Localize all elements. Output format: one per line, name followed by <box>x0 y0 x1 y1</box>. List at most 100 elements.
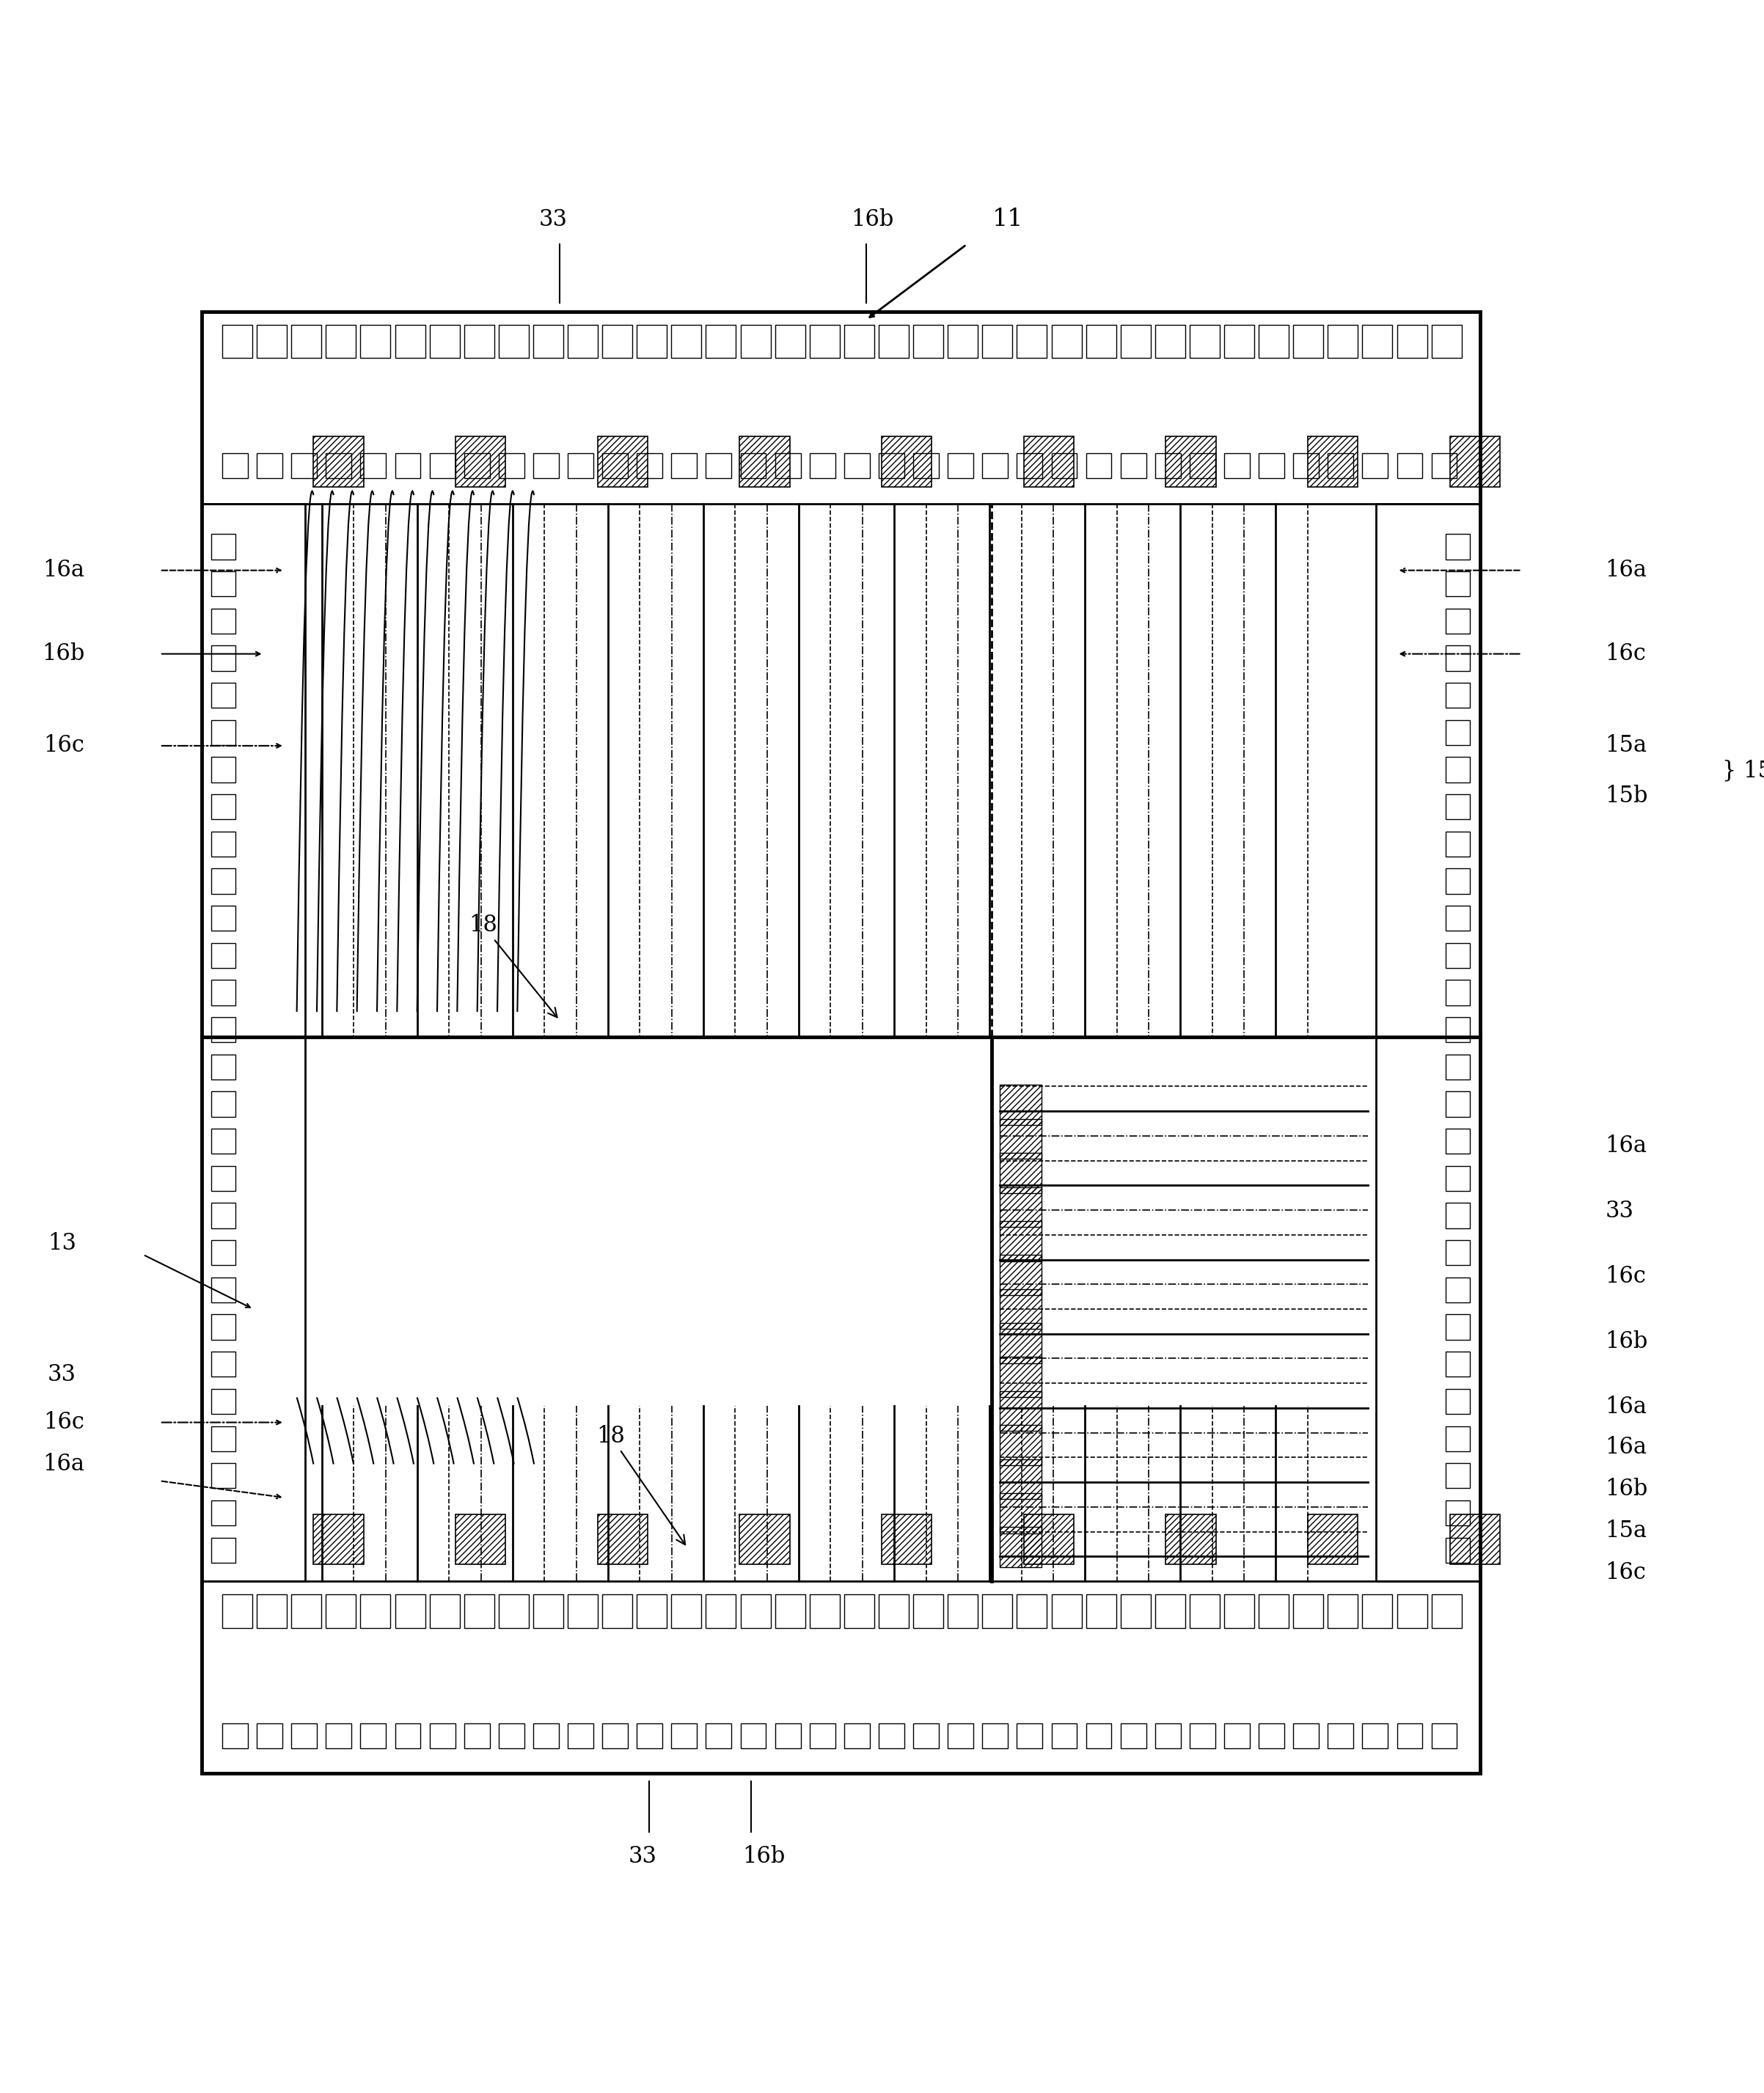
Bar <box>878 1723 905 1748</box>
Bar <box>914 324 944 358</box>
Bar <box>1016 1595 1048 1628</box>
Bar <box>1000 1120 1043 1160</box>
Text: 16b: 16b <box>743 1846 785 1869</box>
Bar <box>602 324 632 358</box>
Bar <box>326 324 356 358</box>
Bar <box>1051 324 1081 358</box>
Bar <box>1446 534 1469 559</box>
Bar <box>1224 1595 1254 1628</box>
Bar <box>360 454 386 479</box>
Bar <box>602 454 628 479</box>
Bar <box>212 795 236 818</box>
Bar <box>395 454 420 479</box>
Bar <box>1000 1392 1043 1432</box>
Bar <box>1189 1595 1219 1628</box>
Bar <box>741 454 766 479</box>
Bar <box>1431 1723 1457 1748</box>
Bar <box>1155 1723 1180 1748</box>
Bar <box>291 324 321 358</box>
Bar <box>774 1595 804 1628</box>
Bar <box>212 1093 236 1118</box>
Bar <box>1000 1220 1043 1262</box>
Bar <box>1293 324 1323 358</box>
Bar <box>1397 1595 1427 1628</box>
Bar <box>1397 324 1427 358</box>
Bar <box>395 324 425 358</box>
Bar <box>1000 1459 1043 1499</box>
Text: 16a: 16a <box>42 559 85 582</box>
Bar <box>212 1277 236 1302</box>
Bar <box>1166 437 1215 488</box>
Bar <box>1000 1492 1043 1534</box>
Bar <box>258 1595 288 1628</box>
Bar <box>983 454 1007 479</box>
Bar <box>1446 720 1469 745</box>
Bar <box>637 454 663 479</box>
Text: 18: 18 <box>469 915 557 1017</box>
Text: 16b: 16b <box>1605 1331 1648 1352</box>
Bar <box>637 324 667 358</box>
Bar <box>1446 1425 1469 1450</box>
Bar <box>1431 1595 1462 1628</box>
Bar <box>568 1723 593 1748</box>
Text: 15b: 15b <box>1605 785 1648 808</box>
Bar <box>947 1723 974 1748</box>
Bar <box>1120 1595 1150 1628</box>
Bar <box>1446 831 1469 856</box>
Bar <box>1000 1323 1043 1363</box>
Bar <box>810 1723 834 1748</box>
Bar <box>1000 1528 1043 1568</box>
Bar <box>1259 454 1284 479</box>
Bar <box>739 437 790 488</box>
Bar <box>1000 1256 1043 1296</box>
Bar <box>1446 645 1469 670</box>
Bar <box>1000 1289 1043 1329</box>
Bar <box>568 1595 598 1628</box>
Bar <box>1431 324 1462 358</box>
Bar <box>1446 571 1469 597</box>
Bar <box>326 1595 356 1628</box>
Bar <box>914 454 938 479</box>
Bar <box>360 324 390 358</box>
Bar <box>1120 1723 1147 1748</box>
Bar <box>1362 1595 1392 1628</box>
Bar <box>568 454 593 479</box>
Bar <box>947 324 977 358</box>
Bar <box>222 1723 247 1748</box>
Bar <box>1000 1153 1043 1193</box>
Text: 16c: 16c <box>44 735 85 758</box>
Bar <box>1155 1595 1185 1628</box>
Bar <box>201 312 1480 1773</box>
Text: 16a: 16a <box>42 1453 85 1476</box>
Bar <box>1362 454 1388 479</box>
Bar <box>882 1515 931 1563</box>
Bar <box>672 1723 697 1748</box>
Bar <box>1166 1515 1215 1563</box>
Bar <box>1446 1463 1469 1488</box>
Bar <box>499 324 529 358</box>
Bar <box>1155 454 1180 479</box>
Bar <box>1016 1723 1043 1748</box>
Bar <box>1000 1187 1043 1226</box>
Bar <box>201 504 305 1580</box>
Bar <box>878 1595 908 1628</box>
Bar <box>598 1515 647 1563</box>
Bar <box>533 324 563 358</box>
Bar <box>1120 324 1150 358</box>
Text: 15a: 15a <box>1605 735 1648 758</box>
Bar <box>314 1515 363 1563</box>
Bar <box>1293 454 1319 479</box>
Bar <box>430 454 455 479</box>
Bar <box>1328 454 1353 479</box>
Bar <box>326 454 351 479</box>
Bar <box>1293 1723 1319 1748</box>
Bar <box>1087 454 1111 479</box>
Bar <box>212 534 236 559</box>
Bar <box>499 1723 524 1748</box>
Bar <box>1328 324 1358 358</box>
Text: } 15: } 15 <box>1722 760 1764 783</box>
Text: 16c: 16c <box>1605 1264 1646 1287</box>
Bar <box>774 324 804 358</box>
Bar <box>1023 437 1074 488</box>
Bar <box>326 1723 351 1748</box>
